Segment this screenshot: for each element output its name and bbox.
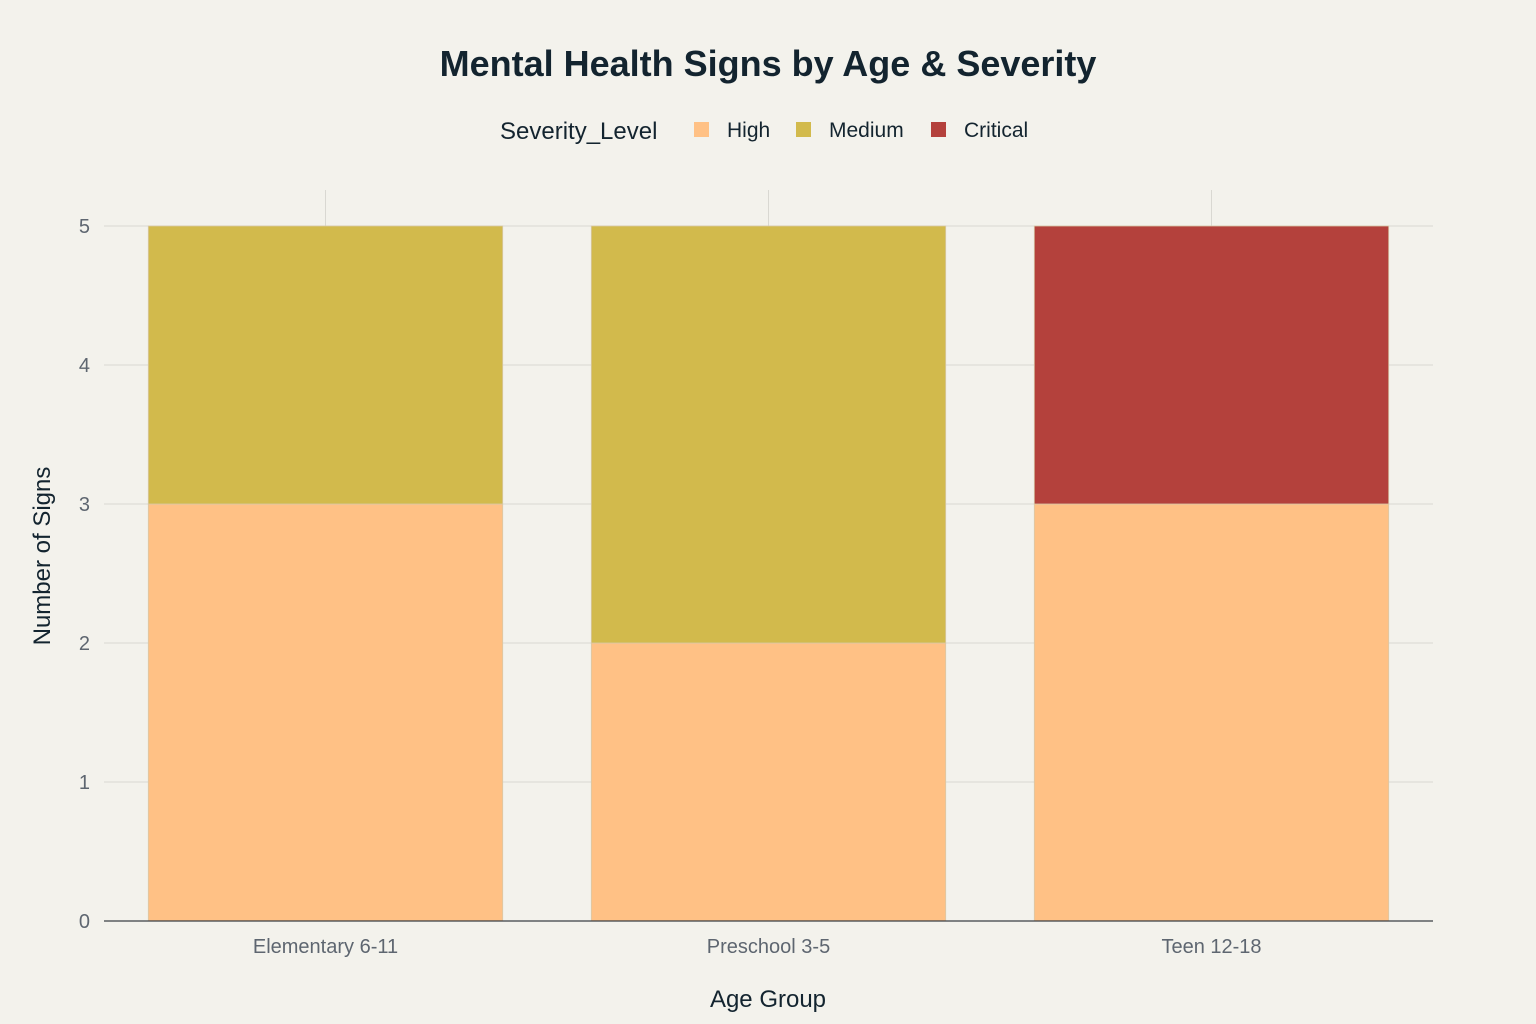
bar-preschool-3-5-medium[interactable] xyxy=(590,225,947,644)
bar-teen-12-18-critical[interactable] xyxy=(1033,225,1390,505)
x-tick-label: Elementary 6-11 xyxy=(253,936,398,958)
y-tick-label: 1 xyxy=(79,772,90,794)
x-axis-title: Age Group xyxy=(710,986,826,1013)
bar-preschool-3-5-high[interactable] xyxy=(590,642,947,922)
axes: 0 1 2 3 4 5 Elementary 6-11 Preschool 3-5 Teen 1… xyxy=(79,216,1433,958)
x-tick-label: Teen 12-18 xyxy=(1161,936,1261,958)
legend-label-high: High xyxy=(727,119,770,142)
y-tick-label: 3 xyxy=(79,494,90,516)
bar-elementary-6-11-high[interactable] xyxy=(147,503,504,922)
y-tick-label: 5 xyxy=(79,216,90,238)
legend: Severity_Level High Medium Critical xyxy=(500,118,1028,145)
y-tick-label: 2 xyxy=(79,633,90,655)
chart-title: Mental Health Signs by Age & Severity xyxy=(440,43,1097,84)
bar-elementary-6-11-medium[interactable] xyxy=(147,225,504,505)
legend-swatch-high xyxy=(694,122,709,137)
legend-title: Severity_Level xyxy=(500,118,657,145)
y-axis-title: Number of Signs xyxy=(29,467,56,646)
y-tick-label: 4 xyxy=(79,355,90,377)
legend-swatch-critical xyxy=(931,122,946,137)
x-tick-label: Preschool 3-5 xyxy=(707,936,830,958)
legend-swatch-medium xyxy=(796,122,811,137)
legend-label-medium: Medium xyxy=(829,119,904,142)
bars xyxy=(147,225,1390,922)
legend-label-critical: Critical xyxy=(964,119,1028,142)
bar-teen-12-18-high[interactable] xyxy=(1033,503,1390,922)
y-tick-label: 0 xyxy=(79,911,90,933)
